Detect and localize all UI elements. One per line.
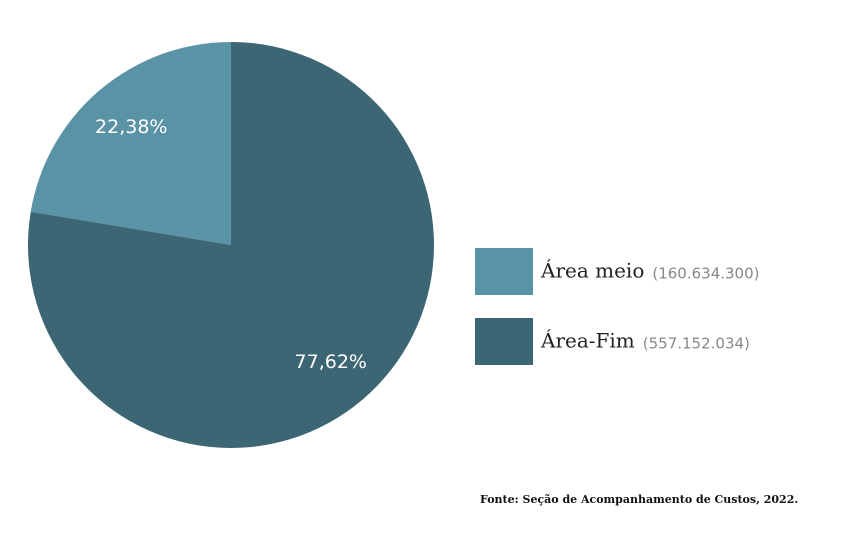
legend-detail: (557.152.034) <box>643 335 750 353</box>
legend-swatch <box>475 318 533 365</box>
legend-detail: (160.634.300) <box>652 265 759 283</box>
source-note: Fonte: Seção de Acompanhamento de Custos… <box>480 493 798 506</box>
legend-swatch <box>475 248 533 295</box>
slice-label: 77,62% <box>295 351 367 373</box>
legend-name: Área-Fim <box>540 329 635 353</box>
pie-slice <box>30 42 231 245</box>
legend-name: Área meio <box>540 259 644 283</box>
pie-slice <box>28 42 435 448</box>
slice-label: 22,38% <box>95 116 167 138</box>
